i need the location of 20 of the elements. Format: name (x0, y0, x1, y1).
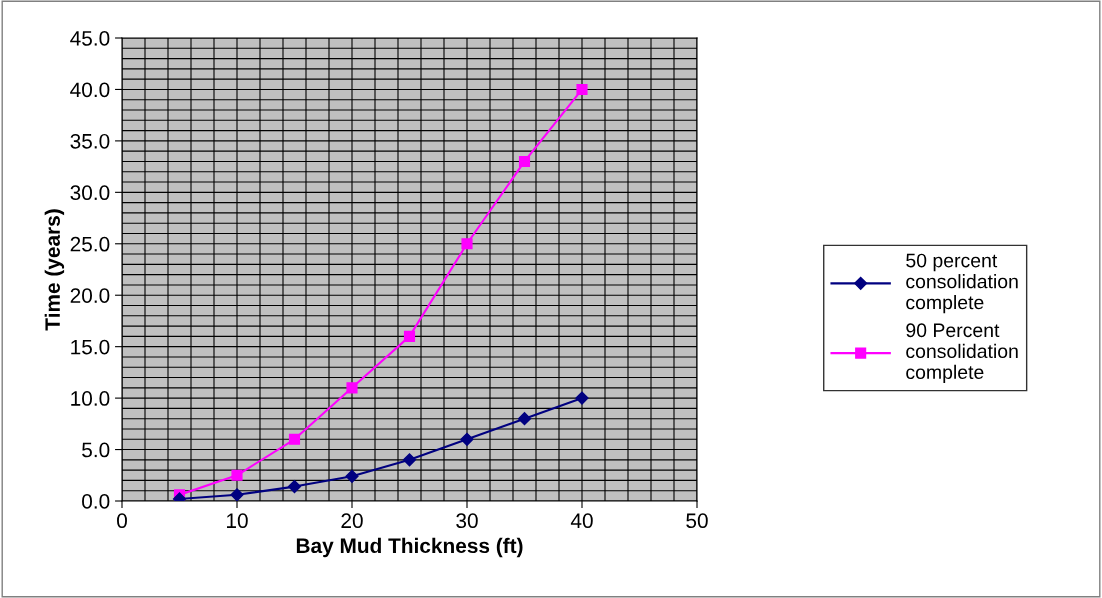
y-tick-label: 10.0 (71, 391, 110, 406)
y-tick-label: 25.0 (70, 236, 110, 252)
y-axis-title: Time (years) (44, 209, 65, 331)
x-tick-label: 30 (456, 513, 478, 529)
y-tick-label: 40.0 (70, 82, 110, 98)
y-tick-label: 5.0 (82, 442, 110, 458)
x-tick-label: 40 (570, 513, 593, 529)
legend-label: 90 Percent consolidation complete (906, 323, 1018, 383)
y-tick-label: 15.0 (71, 339, 110, 355)
y-tick-label: 45.0 (70, 31, 110, 46)
y-tick-label: 20.0 (70, 288, 110, 303)
x-axis-title: Bay Mud Thickness (ft) (296, 537, 523, 558)
x-tick-label: 10 (227, 513, 248, 529)
x-tick-label: 0 (117, 513, 127, 529)
legend-label: 50 percent consolidation complete (906, 253, 1018, 314)
y-tick-label: 0.0 (82, 494, 110, 509)
x-tick-label: 20 (341, 513, 363, 529)
y-tick-label: 30.0 (70, 185, 110, 201)
x-tick-label: 50 (686, 513, 708, 529)
y-tick-label: 35.0 (70, 133, 110, 149)
